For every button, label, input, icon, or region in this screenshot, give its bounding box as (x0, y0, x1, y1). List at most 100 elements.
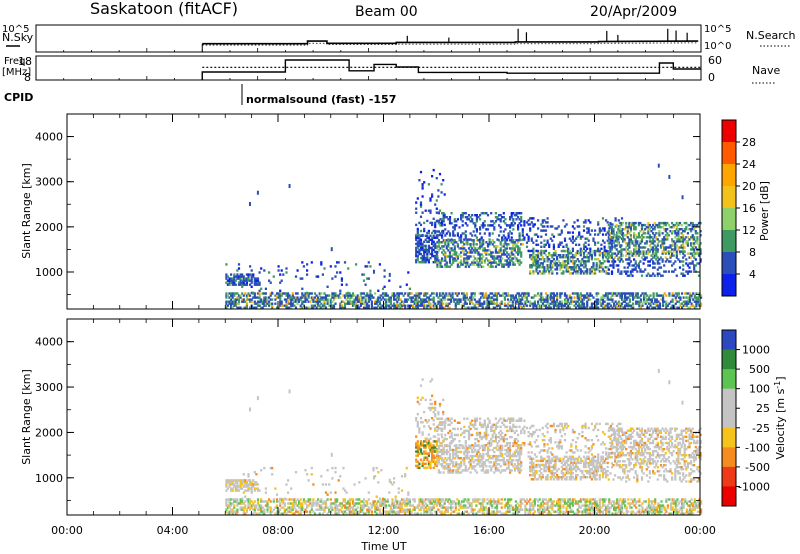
scatter-cell (649, 506, 652, 509)
scatter-cell (620, 221, 623, 225)
scatter-cell (494, 265, 497, 268)
scatter-cell (586, 256, 589, 259)
scatter-cell (402, 294, 405, 297)
scatter-cell (453, 247, 456, 250)
scatter-cell (397, 512, 400, 515)
scatter-cell (438, 294, 442, 297)
scatter-cell (556, 272, 559, 275)
scatter-cell (563, 239, 567, 242)
scatter-cell (567, 260, 570, 263)
scatter-cell (697, 244, 701, 247)
scatter-cell (690, 302, 693, 305)
scatter-cell (474, 261, 477, 264)
scatter-cell (684, 512, 687, 515)
scatter-cell (226, 512, 229, 515)
scatter-cell (529, 223, 532, 226)
scatter-cell (541, 512, 544, 515)
scatter-cell (677, 232, 680, 235)
power-ytick-label: 4000 (35, 131, 63, 144)
scatter-cell (291, 504, 294, 507)
scatter-cell (568, 294, 571, 297)
scatter-cell (677, 294, 680, 297)
scatter-cell (556, 296, 559, 299)
scatter-cell (694, 264, 697, 267)
scatter-cell (471, 234, 474, 237)
scatter-cell (230, 292, 233, 295)
scatter-cell (640, 240, 644, 243)
scatter-cell (515, 218, 518, 221)
scatter-cell (263, 292, 266, 295)
scatter-cell (258, 300, 261, 303)
scatter-cell (549, 225, 552, 228)
scatter-cell (692, 298, 695, 301)
scatter-cell (263, 510, 266, 513)
scatter-cell (427, 506, 430, 509)
scatter-cell (638, 510, 641, 513)
scatter-cell (606, 296, 609, 299)
scatter-cell (608, 298, 611, 301)
scatter-cell (680, 260, 683, 263)
scatter-cell (478, 502, 481, 505)
scatter-cell (477, 261, 480, 264)
scatter-cell (677, 502, 680, 505)
scatter-cell (279, 504, 282, 507)
scatter-cell (345, 283, 348, 286)
scatter-cell (359, 500, 362, 503)
scatter-cell (581, 510, 584, 513)
scatter-cell (503, 512, 506, 515)
scatter-cell (571, 272, 574, 275)
scatter-cell (470, 506, 473, 509)
scatter-cell (272, 275, 275, 278)
scatter-cell (514, 296, 517, 299)
scatter-cell (464, 265, 467, 268)
scatter-cell (410, 504, 413, 507)
scatter-cell (546, 512, 549, 515)
scatter-cell (381, 292, 385, 295)
scatter-cell (446, 510, 449, 513)
scatter-cell (631, 223, 634, 227)
scatter-cell (475, 236, 478, 239)
power-colorbar-swatch (722, 164, 736, 187)
scatter-cell (434, 502, 437, 505)
scatter-cell (650, 258, 653, 261)
scatter-cell (559, 256, 562, 259)
scatter-cell (383, 502, 386, 505)
scatter-cell (587, 500, 590, 503)
scatter-cell (514, 510, 517, 513)
scatter-cell (455, 241, 458, 244)
scatter-cell (546, 217, 549, 220)
scatter-cell (515, 243, 518, 246)
scatter-cell (614, 256, 617, 259)
scatter-cell (356, 506, 359, 509)
scatter-cell (296, 300, 299, 303)
scatter-cell (647, 226, 650, 229)
scatter-cell (372, 504, 375, 507)
scatter-cell (630, 502, 633, 505)
scatter-cell (481, 510, 484, 513)
scatter-cell (440, 306, 443, 309)
scatter-cell (421, 258, 424, 262)
scatter-cell (291, 292, 294, 295)
scatter-cell (394, 304, 397, 307)
scatter-cell (252, 508, 255, 511)
scatter-cell (378, 296, 381, 299)
scatter-cell (538, 504, 541, 507)
scatter-cell (688, 252, 691, 255)
scatter-cell (347, 300, 350, 303)
scatter-cell (582, 229, 586, 232)
scatter-cell (280, 500, 283, 503)
scatter-cell (290, 506, 293, 509)
scatter-cell (268, 296, 271, 299)
scatter-cell (423, 298, 426, 301)
scatter-cell (466, 216, 469, 219)
scatter-cell (624, 296, 627, 299)
scatter-cell (301, 294, 304, 297)
scatter-cell (650, 300, 654, 303)
scatter-cell (575, 500, 578, 503)
scatter-cell (556, 227, 559, 230)
scatter-cell (575, 268, 578, 271)
scatter-cell (581, 298, 584, 301)
scatter-cell (465, 294, 468, 297)
scatter-cell (419, 500, 423, 503)
scatter-cell (456, 232, 459, 235)
